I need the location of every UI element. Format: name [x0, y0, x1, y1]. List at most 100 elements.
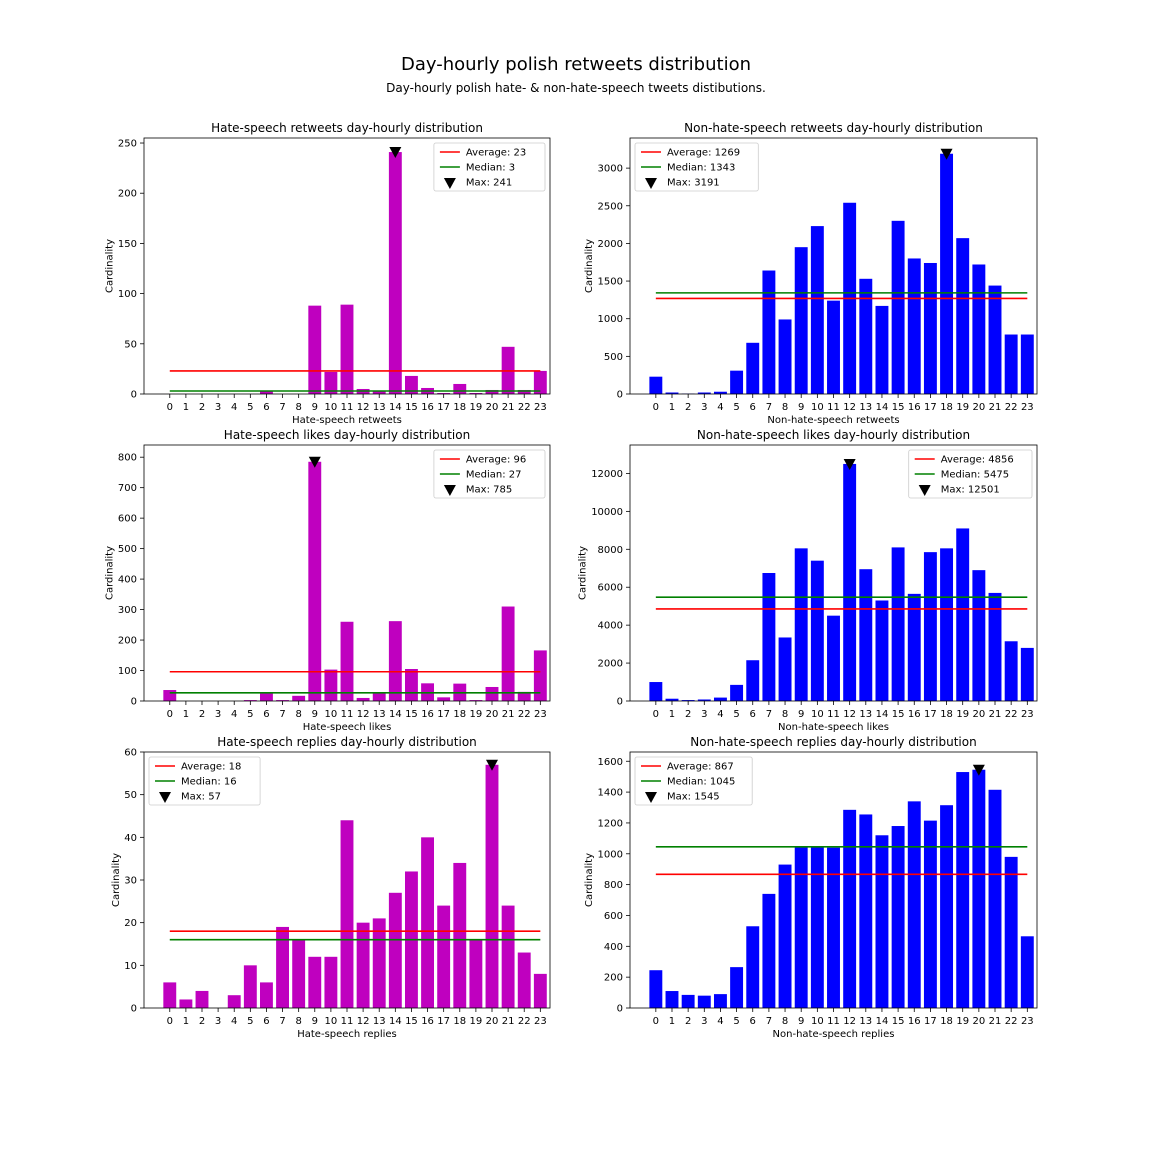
y-tick-label: 1000 [598, 314, 623, 325]
x-tick-label: 17 [924, 402, 937, 413]
bar-0 [163, 982, 177, 1008]
bar-17 [923, 820, 937, 1008]
bar-8 [778, 637, 792, 701]
x-tick-label: 15 [892, 709, 905, 720]
chart-title: Hate-speech retweets day-hourly distribu… [211, 121, 483, 135]
y-tick-label: 200 [604, 973, 623, 984]
x-tick-label: 23 [1021, 402, 1034, 413]
chart-panel-0: 0 1 2 3 4 5 6 7 8 9 10 11 12 13 14 15 16 17 18 19 20 21 22 2305… [105, 121, 551, 426]
bar-8 [292, 939, 306, 1008]
x-tick-label: 9 [798, 1016, 804, 1027]
x-tick-label: 8 [295, 1016, 301, 1027]
bar-23 [533, 370, 547, 394]
x-tick-label: 5 [733, 1016, 739, 1027]
y-tick-label: 0 [131, 390, 137, 401]
bar-4 [713, 697, 727, 701]
bar-5 [243, 700, 257, 701]
y-tick-label: 2500 [598, 201, 623, 212]
legend: Average: 867 Median: 1045 Max: 1545 [634, 756, 753, 806]
max-marker [972, 764, 985, 776]
bar-13 [372, 693, 386, 701]
bar-0 [163, 690, 177, 701]
y-tick-label: 800 [604, 880, 623, 891]
x-tick-label: 14 [876, 1016, 889, 1027]
bar-3 [697, 392, 711, 394]
x-tick-label: 2 [685, 709, 691, 720]
legend-label-average: Average: 1269 [667, 148, 740, 159]
x-tick-label: 6 [263, 1016, 269, 1027]
bar-18 [453, 862, 467, 1008]
x-tick-label: 10 [811, 709, 824, 720]
max-marker [389, 147, 402, 159]
x-tick-label: 23 [1021, 709, 1034, 720]
x-tick-label: 17 [924, 1016, 937, 1027]
bar-4 [713, 994, 727, 1008]
legend-label-max: Max: 1545 [667, 792, 720, 803]
y-axis-label: Cardinality [584, 853, 595, 907]
x-tick-label: 15 [405, 402, 418, 413]
x-tick-label: 5 [247, 1016, 253, 1027]
y-tick-label: 500 [604, 352, 623, 363]
bar-22 [517, 389, 531, 394]
x-axis-label: Non-hate-speech likes [778, 722, 889, 733]
x-tick-label: 14 [876, 402, 889, 413]
x-tick-label: 11 [827, 402, 840, 413]
bar-15 [891, 547, 905, 701]
bar-11 [340, 304, 354, 394]
y-tick-label: 250 [118, 139, 137, 150]
x-tick-label: 19 [956, 402, 969, 413]
legend-swatch-max [918, 485, 931, 496]
bar-14 [875, 305, 889, 394]
bar-17 [437, 905, 451, 1008]
x-tick-label: 8 [782, 402, 788, 413]
x-tick-label: 3 [701, 402, 707, 413]
x-tick-label: 0 [653, 402, 659, 413]
bar-2 [195, 990, 209, 1008]
x-tick-label: 19 [470, 402, 483, 413]
bar-9 [308, 305, 322, 394]
x-tick-label: 9 [312, 402, 318, 413]
x-tick-label: 21 [502, 402, 515, 413]
x-tick-label: 6 [750, 709, 756, 720]
x-tick-label: 3 [215, 709, 221, 720]
bar-1 [665, 392, 679, 394]
x-tick-label: 10 [811, 402, 824, 413]
x-tick-label: 7 [766, 709, 772, 720]
x-tick-label: 18 [940, 402, 953, 413]
x-tick-label: 11 [341, 709, 354, 720]
x-tick-label: 6 [750, 402, 756, 413]
bar-20 [972, 570, 986, 701]
x-tick-label: 7 [766, 402, 772, 413]
bar-5 [243, 965, 257, 1008]
chart-title: Non-hate-speech likes day-hourly distrib… [697, 428, 970, 442]
x-tick-label: 18 [453, 709, 466, 720]
x-tick-label: 11 [341, 1016, 354, 1027]
x-tick-label: 1 [183, 709, 189, 720]
bar-8 [778, 319, 792, 394]
bar-18 [453, 383, 467, 394]
y-tick-label: 200 [118, 189, 137, 200]
chart-panel-2: 0 1 2 3 4 5 6 7 8 9 10 11 12 13 14 15 16 17 18 19 20 21 22 2301… [105, 428, 551, 733]
x-tick-label: 12 [843, 709, 856, 720]
x-tick-label: 14 [876, 709, 889, 720]
x-tick-label: 23 [534, 402, 547, 413]
legend-label-average: Average: 867 [667, 762, 734, 773]
bar-13 [372, 918, 386, 1008]
y-axis-label: Cardinality [105, 546, 116, 600]
x-tick-label: 11 [341, 402, 354, 413]
chart-panel-3: 0 1 2 3 4 5 6 7 8 9 10 11 12 13 14 15 16 17 18 19 20 21 22 2302… [578, 428, 1038, 733]
y-tick-label: 2000 [598, 239, 623, 250]
x-tick-label: 8 [295, 709, 301, 720]
x-tick-label: 11 [827, 709, 840, 720]
x-tick-label: 0 [167, 709, 173, 720]
y-tick-label: 10 [124, 961, 137, 972]
x-axis-label: Non-hate-speech retweets [767, 415, 899, 426]
x-tick-label: 5 [733, 709, 739, 720]
bar-22 [1004, 856, 1018, 1008]
bar-23 [1020, 936, 1034, 1008]
chart-title: Hate-speech likes day-hourly distributio… [224, 428, 470, 442]
x-tick-label: 21 [502, 709, 515, 720]
x-tick-label: 20 [972, 1016, 985, 1027]
legend-label-average: Average: 23 [466, 148, 526, 159]
